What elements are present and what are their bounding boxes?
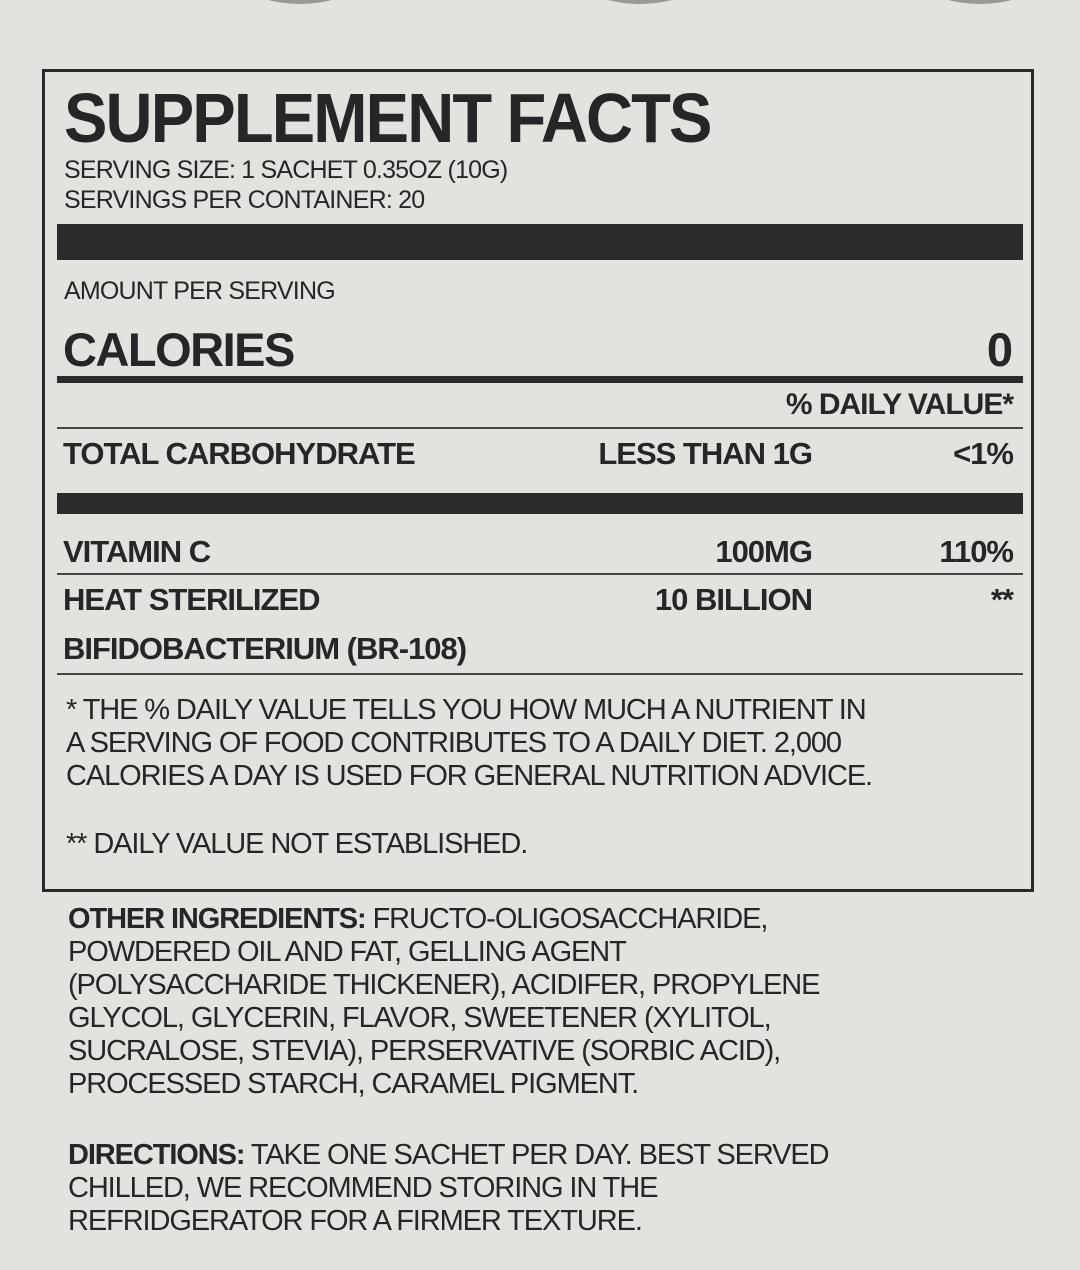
nutrient-dv: ** xyxy=(990,582,1014,617)
serving-size: SERVING SIZE: 1 SACHET 0.35OZ (10G) xyxy=(64,156,508,184)
directions-line: REFRIDGERATOR FOR A FIRMER TEXTURE. xyxy=(68,1205,643,1237)
other-ingredients-label: OTHER INGREDIENTS: xyxy=(68,903,367,935)
calories-label: CALORIES xyxy=(63,323,295,376)
nutrient-name-line2: BIFIDOBACTERIUM (BR-108) xyxy=(63,631,467,666)
nutrient-name: HEAT STERILIZED xyxy=(63,582,321,617)
divider-thin xyxy=(57,673,1023,675)
calories-value: 0 xyxy=(986,323,1013,376)
divider-thin xyxy=(57,573,1023,575)
divider-thin xyxy=(57,427,1023,429)
amount-per-serving: AMOUNT PER SERVING xyxy=(64,277,336,305)
panel-title: SUPPLEMENT FACTS xyxy=(64,79,712,157)
ingredients-line: (POLYSACCHARIDE THICKENER), ACIDIFER, PR… xyxy=(68,969,820,1001)
other-ingredients: OTHER INGREDIENTS: FRUCTO-OLIGOSACCHARID… xyxy=(68,903,820,1101)
directions: DIRECTIONS: TAKE ONE SACHET PER DAY. BES… xyxy=(68,1139,830,1238)
divider-thick xyxy=(57,224,1023,260)
nutrient-name: TOTAL CARBOHYDRATE xyxy=(63,436,416,471)
decorative-arc xyxy=(200,0,400,4)
divider-medium xyxy=(57,376,1023,383)
nutrient-amount: 100MG xyxy=(715,534,813,569)
footnote: * THE % DAILY VALUE TELLS YOU HOW MUCH A… xyxy=(66,694,873,793)
daily-value-header: % DAILY VALUE* xyxy=(785,388,1014,421)
nutrient-amount: LESS THAN 1G xyxy=(598,436,813,471)
ingredients-line: POWDERED OIL AND FAT, GELLING AGENT xyxy=(68,936,627,968)
servings-per-container: SERVINGS PER CONTAINER: 20 xyxy=(64,186,425,214)
ingredients-line: SUCRALOSE, STEVIA), PERSERVATIVE (SORBIC… xyxy=(68,1035,781,1067)
supplement-facts-panel xyxy=(42,69,1034,892)
ingredients-line: GLYCOL, GLYCERIN, FLAVOR, SWEETENER (XYL… xyxy=(68,1002,772,1034)
footnote-line: A SERVING OF FOOD CONTRIBUTES TO A DAILY… xyxy=(66,727,842,759)
ingredients-line: FRUCTO-OLIGOSACCHARIDE, xyxy=(365,903,769,935)
directions-line: TAKE ONE SACHET PER DAY. BEST SERVED xyxy=(244,1139,830,1171)
directions-label: DIRECTIONS: xyxy=(68,1139,246,1171)
nutrient-amount: 10 BILLION xyxy=(654,582,813,617)
footnote-not-established: ** DAILY VALUE NOT ESTABLISHED. xyxy=(66,828,528,860)
decorative-arc xyxy=(540,0,740,4)
ingredients-line: PROCESSED STARCH, CARAMEL PIGMENT. xyxy=(68,1068,639,1100)
nutrient-dv: <1% xyxy=(953,436,1014,471)
footnote-line: * THE % DAILY VALUE TELLS YOU HOW MUCH A… xyxy=(66,694,867,726)
footnote-line: CALORIES A DAY IS USED FOR GENERAL NUTRI… xyxy=(66,760,873,792)
decorative-arc xyxy=(880,0,1080,4)
directions-line: CHILLED, WE RECOMMEND STORING IN THE xyxy=(68,1172,658,1204)
nutrient-name: VITAMIN C xyxy=(63,534,211,569)
divider-thick xyxy=(57,493,1023,514)
nutrient-dv: 110% xyxy=(939,534,1014,569)
